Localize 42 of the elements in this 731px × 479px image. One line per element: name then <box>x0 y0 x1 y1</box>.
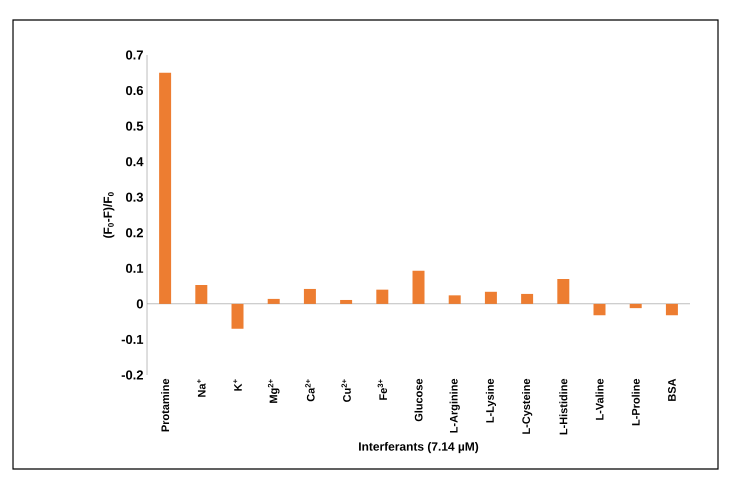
x-tick-label: BSA <box>668 378 676 401</box>
y-tick-label: 0.5 <box>126 122 144 131</box>
x-tick-label: Cu$^{2+}$ <box>341 379 351 402</box>
x-tick-label: L-Valine <box>595 378 604 420</box>
y-tick-label: 0.1 <box>126 264 144 273</box>
bar <box>594 304 606 316</box>
x-tick-label: L-Proline <box>632 378 640 426</box>
bar <box>557 278 570 304</box>
bar <box>159 72 172 304</box>
x-tick-label: Glucose <box>414 378 423 422</box>
bar <box>376 290 388 304</box>
y-tick-label: -0.2 <box>122 370 143 380</box>
x-tick-label: Protamine <box>161 378 170 432</box>
y-tick-label: 0.6 <box>126 86 144 96</box>
y-tick-label: 0.4 <box>126 157 144 166</box>
x-tick-label: Mg$^{2+}$ <box>268 379 280 403</box>
x-tick-label: K$^{+}$ <box>233 379 242 391</box>
bar <box>412 270 425 304</box>
bar <box>304 288 316 304</box>
bar <box>448 295 461 304</box>
bar <box>666 304 678 316</box>
bar <box>232 304 244 329</box>
x-tick-label: L-Histidine <box>559 378 568 434</box>
y-tick-label: 0.3 <box>126 192 144 202</box>
y-tick-label: -0.1 <box>122 334 144 344</box>
bar <box>195 285 208 304</box>
y-tick-label: 0.7 <box>126 50 143 60</box>
bar <box>340 300 352 304</box>
bar <box>521 294 534 304</box>
x-tick-label: L-Lysine <box>486 378 496 422</box>
x-tick-label: Ca$^{2+}$ <box>305 379 315 402</box>
y-tick-label: 0.2 <box>126 228 143 238</box>
x-axis-title: Interferants (7.14 µM) <box>359 442 478 454</box>
bar <box>630 304 642 308</box>
bar <box>268 298 280 304</box>
x-tick-label: Fe$^{3+}$ <box>378 379 388 400</box>
x-tick-label: L-Cysteine <box>522 378 532 434</box>
y-axis-title: (F$_{0}$-F)/F$_{0}$ <box>103 192 114 238</box>
bar <box>484 292 497 304</box>
x-tick-label: Na$^{+}$ <box>197 379 206 397</box>
y-tick-label: 0 <box>136 299 143 308</box>
x-tick-label: L-Arginine <box>450 378 460 433</box>
